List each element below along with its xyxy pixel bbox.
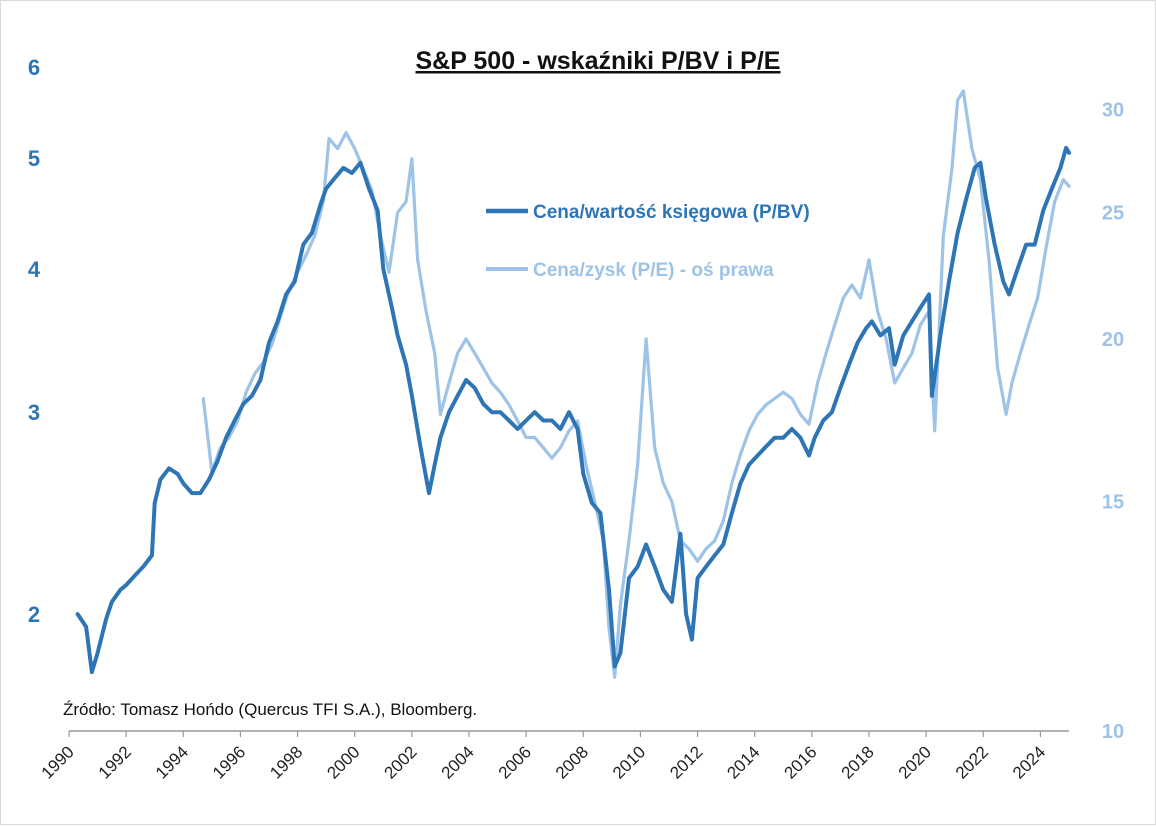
y-left-tick-label: 5: [28, 146, 40, 171]
x-tick-label: 2004: [438, 742, 478, 782]
x-tick-label: 2000: [323, 742, 363, 782]
x-tick-label: 1994: [152, 742, 192, 782]
legend-label: Cena/wartość księgowa (P/BV): [533, 202, 810, 223]
x-tick-label: 2006: [495, 742, 535, 782]
x-tick-label: 2022: [952, 742, 992, 782]
y-right-tick-label: 30: [1102, 100, 1124, 122]
x-tick-label: 2018: [838, 742, 878, 782]
legend: Cena/wartość księgowa (P/BV) Cena/zysk (P…: [486, 202, 810, 281]
chart-title: S&P 500 - wskaźniki P/BV i P/E: [416, 47, 781, 75]
y-right-tick-label: 20: [1102, 329, 1124, 351]
y-left-tick-label: 3: [28, 400, 40, 425]
series-line-pbv: [75, 145, 1071, 675]
x-tick-label: 2010: [609, 742, 649, 782]
y-left-tick-label: 6: [28, 55, 40, 80]
x-tick-label: 2016: [781, 742, 821, 782]
series-layer: [75, 89, 1071, 679]
x-tick-label: 2020: [895, 742, 935, 782]
x-tick-label: 2008: [552, 742, 592, 782]
y-axis-right-ticks: 10 15 20 25 30: [1102, 100, 1124, 743]
legend-label: Cena/zysk (P/E) - oś prawa: [533, 260, 774, 281]
source-note: Źródło: Tomasz Hońdo (Quercus TFI S.A.),…: [63, 700, 477, 719]
y-axis-left-ticks: 2 3 4 5 6: [28, 55, 41, 627]
x-tick-label: 2024: [1009, 742, 1049, 782]
x-axis-ticks: 1990 1992 1994 1996 1998 2000 2002 2004 2006 2008…: [38, 731, 1049, 783]
y-right-tick-label: 15: [1102, 492, 1124, 514]
x-tick-label: 1992: [95, 742, 135, 782]
x-tick-label: 1998: [266, 742, 306, 782]
y-left-tick-label: 2: [28, 602, 40, 627]
x-tick-label: 1996: [209, 742, 249, 782]
x-tick-label: 1990: [38, 742, 78, 782]
y-right-tick-label: 25: [1102, 203, 1124, 225]
x-tick-label: 2014: [723, 742, 763, 782]
x-tick-label: 2012: [666, 742, 706, 782]
x-tick-label: 2002: [381, 742, 421, 782]
y-left-tick-label: 4: [28, 257, 41, 282]
y-right-tick-label: 10: [1102, 721, 1124, 743]
